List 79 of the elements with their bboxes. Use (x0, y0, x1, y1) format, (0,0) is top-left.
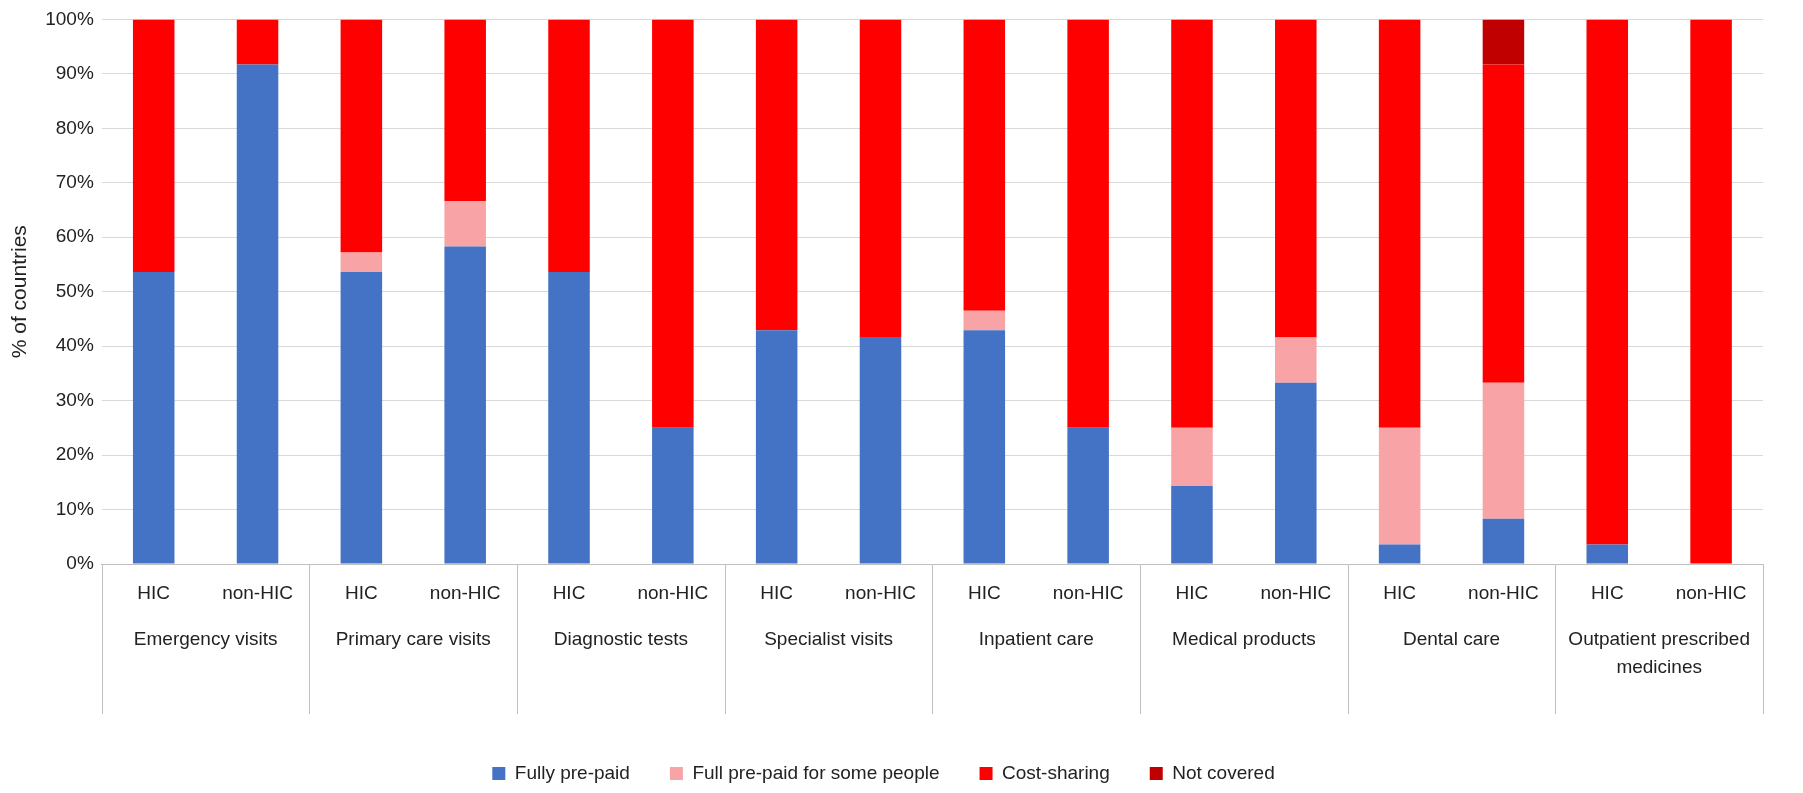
y-tick-label: 20% (55, 443, 94, 465)
y-tick-label: 10% (55, 497, 94, 519)
bar (1275, 382, 1317, 564)
bar (755, 330, 798, 564)
x-tick-label: HIC (1383, 581, 1416, 603)
bar (548, 19, 590, 273)
text: Outpatient prescribed medicines (1568, 628, 1751, 678)
y-tick-label: 30% (55, 388, 94, 410)
bar (444, 246, 486, 564)
bar (444, 201, 486, 247)
bar (1482, 19, 1525, 65)
x-tick-label: non-HIC (1675, 581, 1747, 603)
bar (1586, 19, 1629, 545)
y-tick-label: 50% (55, 279, 94, 301)
bar (548, 272, 590, 564)
bar (1482, 518, 1525, 564)
y-tick-label: 40% (55, 334, 94, 356)
x-tick-label: HIC (967, 581, 1001, 603)
bar (859, 336, 902, 564)
text: Diagnostic tests (553, 628, 688, 650)
bar (1690, 19, 1732, 564)
bar (963, 19, 1006, 311)
text: Emergency visits (133, 628, 278, 650)
text: Primary care visits (335, 628, 491, 650)
bar (444, 19, 486, 202)
bar (340, 19, 383, 253)
legend-label: Full pre-paid for some people (692, 761, 940, 783)
x-tick-label: non-HIC (637, 581, 709, 603)
bar (1171, 486, 1213, 564)
x-tick-label: non-HIC (222, 581, 293, 603)
bar (1067, 427, 1109, 564)
bar (1171, 19, 1213, 428)
x-tick-label: HIC (760, 581, 794, 603)
bar (755, 19, 798, 331)
x-tick-label: non-HIC (429, 581, 501, 603)
x-tick-label: non-HIC (1468, 581, 1539, 603)
bar (1482, 382, 1525, 519)
y-tick-label: 70% (55, 171, 94, 193)
bar (340, 272, 383, 564)
x-tick-label: HIC (552, 581, 586, 603)
bar (1275, 19, 1317, 338)
text: Specialist visits (764, 628, 893, 650)
bar (1378, 19, 1421, 428)
bar (236, 19, 279, 65)
bar (963, 310, 1006, 331)
bar (652, 19, 694, 428)
bar (236, 64, 279, 564)
text: Inpatient care (978, 628, 1094, 650)
text: Medical products (1172, 628, 1316, 650)
legend-label: Not covered (1172, 761, 1275, 783)
bar (963, 330, 1006, 564)
legend-label: Fully pre-paid (514, 761, 630, 783)
bar (652, 427, 694, 564)
y-tick-label: 100% (45, 7, 94, 29)
y-axis-title: % of countries (7, 225, 31, 359)
bar (1275, 337, 1317, 383)
y-tick-label: 90% (55, 62, 94, 84)
bar (132, 19, 175, 273)
bar (340, 252, 383, 273)
x-tick-label: non-HIC (845, 581, 916, 603)
x-tick-label: non-HIC (1260, 581, 1332, 603)
y-tick-label: 60% (55, 225, 94, 247)
legend-label: Cost-sharing (1002, 761, 1110, 783)
x-tick-label: HIC (1590, 581, 1624, 603)
bar (1067, 19, 1109, 428)
bar (859, 19, 902, 337)
bar (1586, 544, 1629, 564)
text: Dental care (1402, 628, 1501, 650)
x-tick-label: HIC (137, 581, 171, 603)
bar (1482, 64, 1525, 383)
y-tick-label: 80% (55, 116, 94, 138)
x-tick-label: HIC (344, 581, 378, 603)
x-tick-label: non-HIC (1052, 581, 1124, 603)
bar (1171, 427, 1213, 487)
x-tick-label: HIC (1175, 581, 1209, 603)
y-tick-label: 0% (66, 552, 94, 574)
bar (1378, 544, 1421, 564)
bar (1378, 427, 1421, 545)
bar (132, 272, 175, 564)
